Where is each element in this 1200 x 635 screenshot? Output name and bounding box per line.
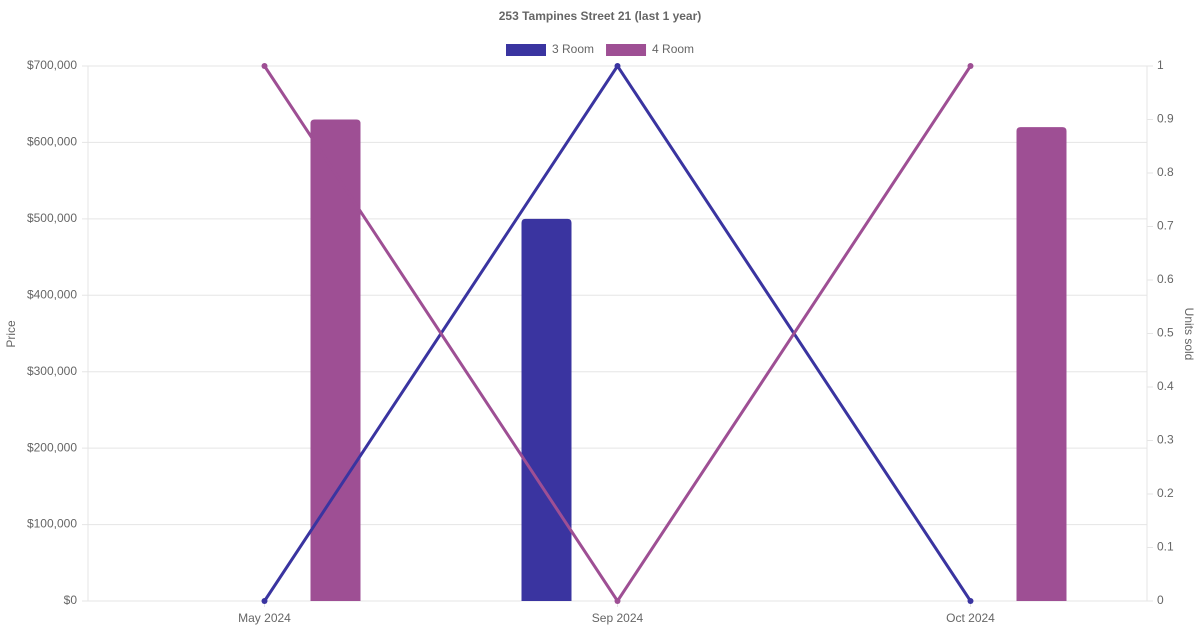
y2-tick-label: 0.8 [1157, 165, 1174, 179]
legend-swatch[interactable] [506, 44, 546, 56]
point [967, 63, 974, 69]
y-tick-label: $500,000 [27, 211, 77, 225]
line [263, 63, 972, 602]
legend-label[interactable]: 4 Room [652, 42, 694, 56]
bar [521, 218, 572, 601]
y-tick-label: $700,000 [27, 58, 77, 72]
y-tick-label: $600,000 [27, 135, 77, 149]
point [614, 598, 621, 604]
y-tick-label: $400,000 [27, 287, 77, 301]
y-tick-label: $200,000 [27, 440, 77, 454]
y-tick-label: $100,000 [27, 517, 77, 531]
x-tick-label: Oct 2024 [946, 611, 995, 625]
legend-label[interactable]: 3 Room [552, 42, 594, 56]
x-tick-label: May 2024 [238, 611, 291, 625]
y2-tick-label: 0.2 [1157, 486, 1174, 500]
point [967, 598, 974, 604]
y2-tick-label: 0.4 [1157, 379, 1174, 393]
y2-tick-label: 0.3 [1157, 433, 1174, 447]
legend-swatch[interactable] [606, 44, 647, 56]
y-tick-label: $0 [64, 593, 78, 607]
line [263, 65, 972, 604]
bar [310, 119, 361, 601]
bar [1016, 127, 1067, 602]
point [261, 63, 268, 69]
point [614, 63, 621, 69]
y2-tick-label: 0.9 [1157, 112, 1174, 126]
y2-axis-title: Units sold [1182, 308, 1196, 361]
y2-tick-label: 0.7 [1157, 219, 1174, 233]
y-tick-label: $300,000 [27, 364, 77, 378]
x-tick-label: Sep 2024 [592, 611, 644, 625]
y2-tick-label: 0.1 [1157, 540, 1174, 554]
point [261, 598, 268, 604]
y2-tick-label: 0.6 [1157, 272, 1174, 286]
y2-tick-label: 0.5 [1157, 326, 1174, 340]
chart-title: 253 Tampines Street 21 (last 1 year) [499, 9, 702, 23]
y2-tick-label: 1 [1157, 58, 1164, 72]
y-axis-title: Price [4, 320, 18, 348]
y2-tick-label: 0 [1157, 593, 1164, 607]
